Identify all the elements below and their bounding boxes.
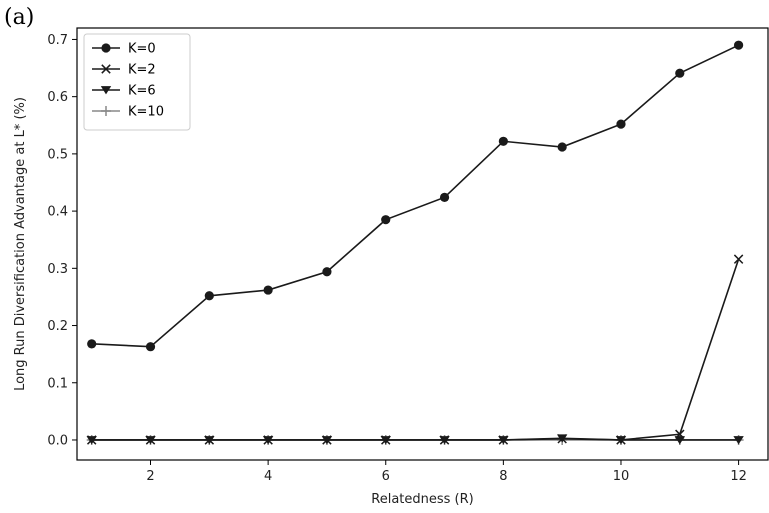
y-tick-label: 0.3	[47, 262, 68, 277]
legend-marker	[101, 43, 111, 53]
y-tick-label: 0.6	[47, 90, 68, 105]
data-point	[616, 119, 626, 129]
data-point	[557, 142, 567, 152]
x-tick-label: 6	[382, 469, 390, 484]
x-tick-label: 12	[730, 469, 747, 484]
data-point	[86, 435, 97, 445]
data-point	[204, 291, 214, 301]
legend-label: K=2	[128, 63, 156, 78]
y-axis-ticks: 0.0 0.1 0.2 0.3 0.4 0.5 0.6 0.7	[47, 33, 77, 448]
data-point	[439, 435, 450, 445]
y-tick-label: 0.0	[47, 433, 68, 448]
legend-marker	[100, 86, 112, 95]
legend-label: K=0	[128, 42, 156, 57]
data-point	[204, 435, 215, 445]
series-k-2	[86, 254, 744, 445]
data-point	[322, 435, 332, 445]
x-tick-label: 4	[264, 469, 272, 484]
x-tick-label: 2	[146, 469, 154, 484]
legend-box	[83, 33, 191, 131]
legend: K=0 K=2 K=6 K=10	[83, 33, 191, 131]
legend-label: K=6	[128, 84, 156, 99]
data-point	[733, 40, 744, 50]
legend-item: K=0	[92, 42, 156, 57]
data-point	[733, 436, 744, 445]
x-axis-label: Relatedness (R)	[371, 492, 473, 507]
data-point	[733, 254, 744, 264]
data-point	[145, 435, 156, 445]
data-point	[498, 435, 509, 445]
data-point	[381, 215, 391, 225]
legend-label: K=10	[128, 105, 164, 120]
series-line	[91, 258, 740, 441]
legend-item: K=10	[92, 105, 164, 120]
data-point	[439, 192, 450, 202]
data-point	[145, 342, 156, 352]
legend-item: K=6	[92, 84, 156, 99]
series-layer	[86, 40, 744, 445]
x-axis-ticks: 2 4 6 8 10 12	[146, 460, 747, 484]
x-tick-label: 10	[613, 469, 630, 484]
data-point	[616, 435, 626, 445]
data-point	[263, 435, 273, 445]
data-point	[674, 436, 685, 445]
series-k-0	[87, 40, 744, 352]
data-point	[381, 435, 391, 445]
data-point	[498, 136, 508, 146]
series-line	[91, 44, 739, 348]
data-point	[322, 267, 332, 277]
data-point	[263, 285, 273, 295]
y-tick-label: 0.5	[47, 147, 68, 162]
panel-label: (a)	[4, 5, 34, 30]
data-point	[87, 339, 97, 349]
y-tick-label: 0.1	[47, 376, 68, 391]
data-point	[675, 68, 685, 78]
legend-marker	[101, 106, 111, 116]
y-tick-label: 0.7	[47, 33, 68, 48]
y-tick-label: 0.2	[47, 319, 68, 334]
data-point	[557, 434, 567, 444]
y-axis-label: Long Run Diversification Advantage at L*…	[13, 97, 28, 391]
legend-marker	[101, 64, 111, 74]
x-tick-label: 8	[499, 469, 507, 484]
y-tick-label: 0.4	[47, 205, 68, 220]
plot-area-frame	[76, 27, 769, 461]
legend-item: K=2	[92, 63, 156, 78]
data-point	[675, 429, 685, 439]
